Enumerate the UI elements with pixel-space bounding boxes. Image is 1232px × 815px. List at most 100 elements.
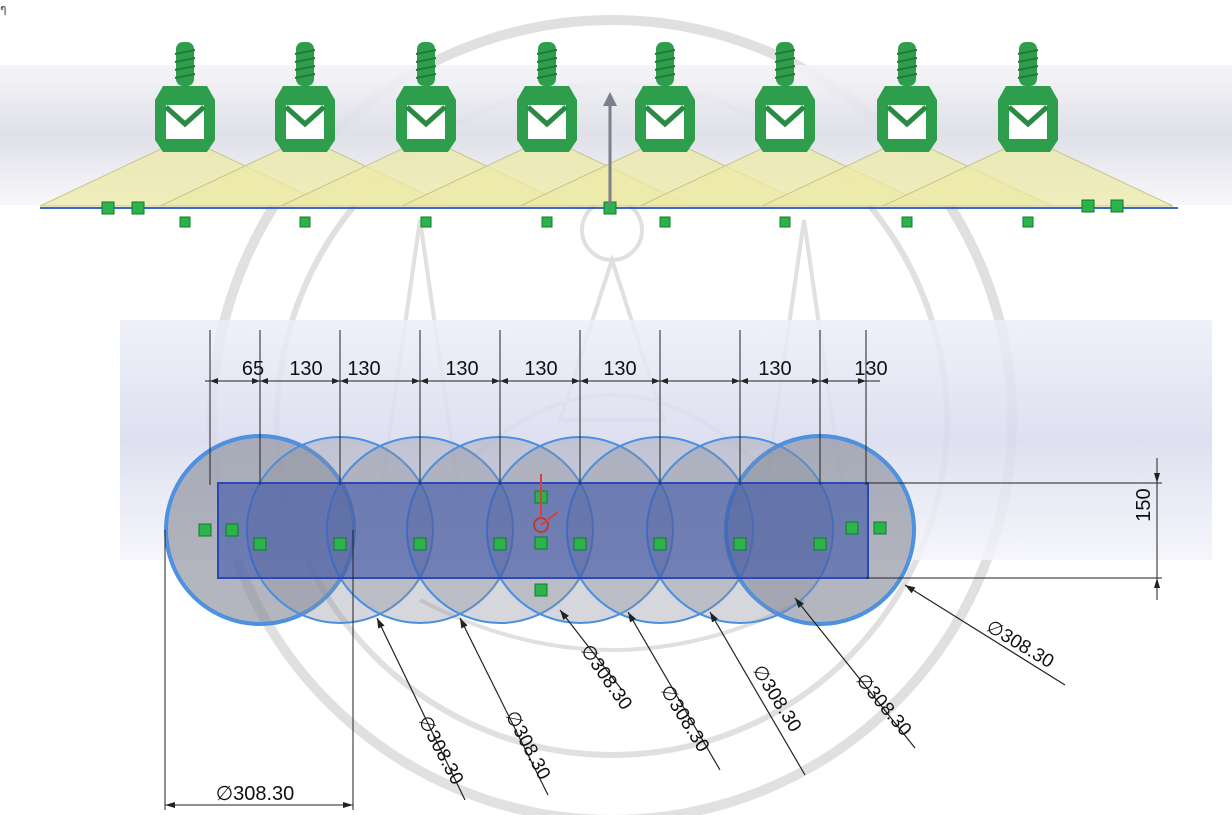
nozzle-icon xyxy=(755,42,815,152)
thread-line xyxy=(896,57,918,63)
nozzle-inner-edge xyxy=(284,105,326,128)
center-marker xyxy=(493,537,507,551)
sketch-point xyxy=(534,536,548,550)
thread-line xyxy=(536,49,558,55)
spacing-label: 130 xyxy=(854,358,887,380)
thread-line xyxy=(415,73,437,79)
thread-line xyxy=(1017,73,1039,79)
nozzle-inner-edge xyxy=(1007,105,1049,128)
sketch-point xyxy=(845,521,859,535)
center-marker xyxy=(253,537,267,551)
dim-arrow xyxy=(660,378,668,384)
leader-line xyxy=(376,617,466,801)
center-marker xyxy=(573,537,587,551)
nozzle-marker xyxy=(299,216,311,228)
nozzle-icon xyxy=(877,42,937,152)
thread-line xyxy=(294,57,316,63)
nozzle-row xyxy=(155,42,1058,152)
spacing-label: 65 xyxy=(242,358,264,380)
nozzle-marker xyxy=(659,216,671,228)
spacing-label: 130 xyxy=(347,358,380,380)
sketch-point xyxy=(534,583,548,597)
thread-line xyxy=(654,57,676,63)
spacing-label: 130 xyxy=(445,358,478,380)
nozzle-stem xyxy=(296,42,314,86)
dim-arrow xyxy=(732,378,740,384)
thread-line xyxy=(896,73,918,79)
dim-arrow xyxy=(580,378,588,384)
thread-line xyxy=(174,57,196,63)
nozzle-marker xyxy=(901,216,913,228)
height-dimension: 150 xyxy=(866,458,1162,600)
spacing-label: 130 xyxy=(524,358,557,380)
nozzle-stem xyxy=(656,42,674,86)
nozzle-stem xyxy=(176,42,194,86)
nozzle-stem xyxy=(1019,42,1037,86)
endpoint-marker xyxy=(1110,199,1124,213)
thread-line xyxy=(174,49,196,55)
sketch-point xyxy=(873,521,887,535)
nozzle-inner-edge xyxy=(886,105,928,128)
thread-line xyxy=(174,65,196,71)
dim-arrow xyxy=(1154,578,1160,588)
leader-arrow xyxy=(377,618,385,629)
thread-line xyxy=(774,73,796,79)
spacing-label: 130 xyxy=(758,358,791,380)
page-mark: ๆ xyxy=(0,2,7,16)
dim-arrow xyxy=(420,378,428,384)
diameter-label: ∅308.30 xyxy=(501,707,555,783)
spacing-dimensions: 65 130 130 130 130 130 130 130 xyxy=(205,330,888,485)
thread-line xyxy=(536,57,558,63)
leader-arrow xyxy=(460,618,468,629)
leader-line xyxy=(904,584,1066,686)
thread-line xyxy=(654,65,676,71)
center-marker xyxy=(813,537,827,551)
nozzle-icon xyxy=(998,42,1058,152)
dim-arrow xyxy=(812,378,820,384)
thread-line xyxy=(174,73,196,79)
dim-arrow xyxy=(165,802,175,808)
spacing-label: 130 xyxy=(603,358,636,380)
center-marker xyxy=(653,537,667,551)
thread-line xyxy=(1017,49,1039,55)
dim-arrow xyxy=(652,378,660,384)
thread-line xyxy=(654,73,676,79)
center-marker xyxy=(413,537,427,551)
nozzle-marker xyxy=(420,216,432,228)
nozzle-icon xyxy=(517,42,577,152)
leader-arrow xyxy=(560,610,569,621)
nozzle-icon xyxy=(396,42,456,152)
sketch-point xyxy=(198,523,212,537)
endpoint-marker xyxy=(101,201,115,215)
nozzle-icon xyxy=(275,42,335,152)
nozzle-marker xyxy=(541,216,553,228)
thread-line xyxy=(896,65,918,71)
thread-line xyxy=(415,65,437,71)
center-marker xyxy=(333,537,347,551)
leader-arrow xyxy=(795,598,804,608)
nozzle-icon xyxy=(155,42,215,152)
nozzle-inner-edge xyxy=(526,105,568,128)
thread-line xyxy=(294,65,316,71)
top-markers xyxy=(101,199,1124,228)
dim-arrow xyxy=(572,378,580,384)
thread-line xyxy=(1017,57,1039,63)
dim-arrow xyxy=(260,378,268,384)
dim-arrow xyxy=(210,378,218,384)
nozzle-inner-edge xyxy=(405,105,447,128)
dim-arrow xyxy=(1154,473,1160,483)
leader-line xyxy=(627,611,721,771)
leader-line xyxy=(794,597,916,749)
leader-line xyxy=(709,611,806,776)
nozzle-marker xyxy=(179,216,191,228)
nozzle-marker xyxy=(1022,216,1034,228)
diameter-label: ∅308.30 xyxy=(982,616,1057,672)
nozzle-inner-edge xyxy=(644,105,686,128)
dim-arrow xyxy=(343,802,353,808)
sketch-point xyxy=(225,523,239,537)
leader-arrow xyxy=(710,612,719,623)
dim-arrow xyxy=(412,378,420,384)
dim-arrow xyxy=(332,378,340,384)
thread-line xyxy=(896,49,918,55)
